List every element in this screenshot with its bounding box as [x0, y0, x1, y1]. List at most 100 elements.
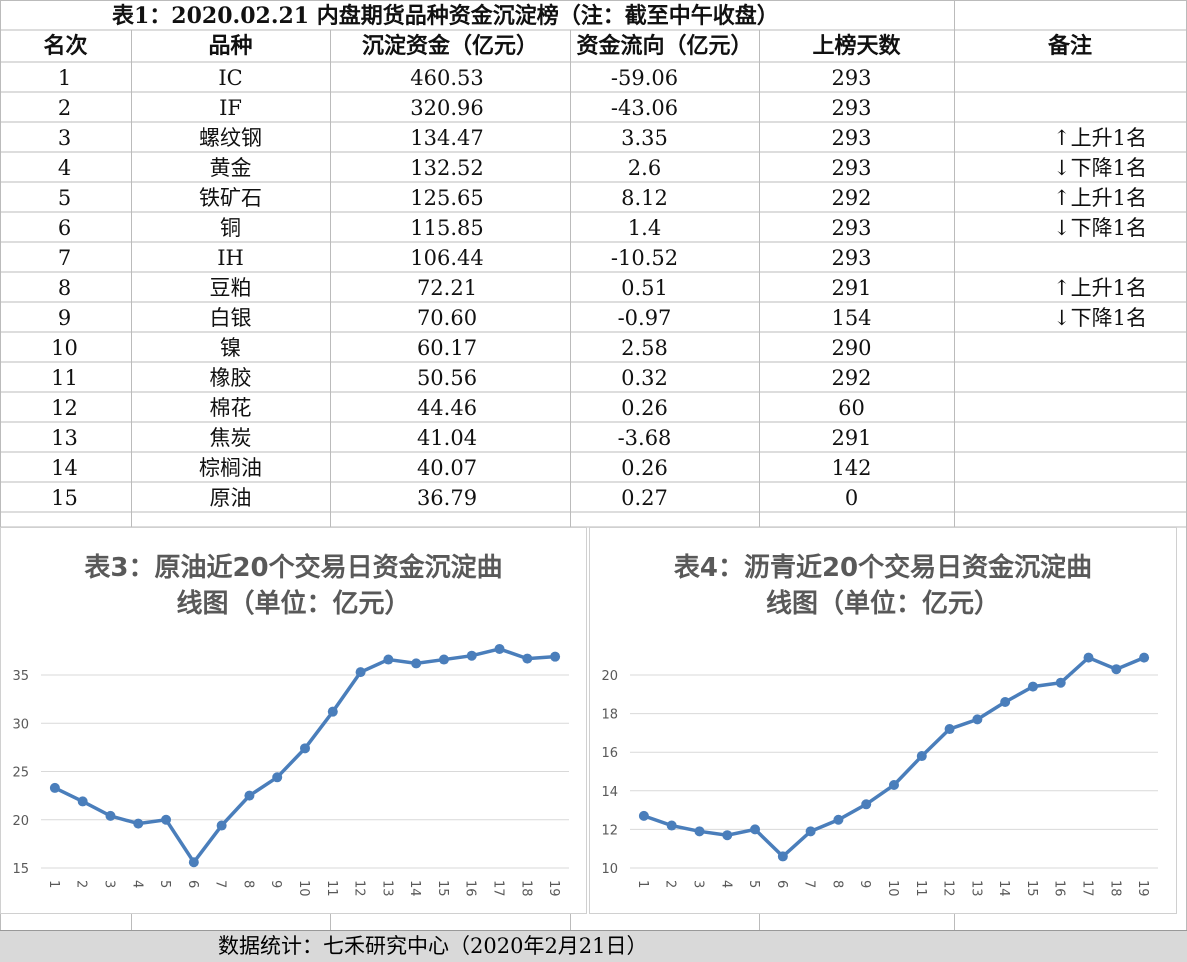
data-point: [133, 818, 144, 829]
table-cell: 0.51: [621, 276, 668, 300]
table-cell: 293: [831, 156, 872, 180]
x-tick-label: 16: [463, 880, 478, 897]
chart-title: 表4：沥青近20个交易日资金沉淀曲 线图（单位：亿元）: [590, 550, 1176, 622]
table-cell: 4: [57, 156, 72, 180]
y-tick-label: 18: [601, 708, 618, 723]
table-cell: 60.17: [416, 336, 478, 360]
chart-title: 表3：原油近20个交易日资金沉淀曲 线图（单位：亿元）: [1, 550, 586, 622]
table-cell: 292: [831, 366, 872, 390]
column-header: 资金流向（亿元）: [576, 33, 753, 59]
table-cell: -43.06: [610, 96, 679, 120]
x-tick-label: 18: [1107, 880, 1122, 897]
table-cell: 134.47: [410, 126, 484, 150]
y-tick-label: 15: [12, 862, 29, 877]
table-cell: 15: [51, 486, 78, 510]
chart-box: 表4：沥青近20个交易日资金沉淀曲 线图（单位：亿元） 10 12 14 16 18 20 1 2…: [589, 527, 1177, 914]
x-tick-label: 17: [1080, 880, 1095, 897]
table-cell: IH: [217, 246, 244, 270]
table-cell: 棉花: [209, 396, 252, 420]
table-cell: 292: [831, 186, 872, 210]
data-point: [550, 651, 561, 662]
data-point: [105, 810, 116, 821]
data-point: [216, 820, 227, 831]
table-cell: 106.44: [410, 246, 484, 270]
data-point: [777, 851, 788, 862]
data-point: [833, 814, 844, 825]
table-cell: 40.07: [416, 456, 478, 480]
data-point: [494, 643, 505, 654]
y-tick-label: 14: [601, 785, 618, 800]
table-cell: 125.65: [410, 186, 484, 210]
x-tick-label: 13: [379, 880, 394, 897]
table-cell: 8.12: [621, 186, 668, 210]
table-cell: 10: [51, 336, 78, 360]
table-cell: 0.32: [621, 366, 668, 390]
table-cell: 290: [831, 336, 872, 360]
table-cell: -10.52: [610, 246, 679, 270]
table-cell: 36.79: [416, 486, 478, 510]
data-point: [411, 658, 422, 669]
table-cell: 铁矿石: [199, 186, 262, 210]
data-point: [916, 751, 927, 762]
data-point: [666, 820, 677, 831]
x-tick-label: 2: [663, 880, 678, 888]
y-tick-label: 20: [12, 814, 29, 829]
data-point: [300, 743, 310, 754]
x-tick-label: 1: [46, 880, 61, 888]
column-header: 备注: [1047, 33, 1092, 59]
data-point: [1000, 697, 1011, 708]
table-cell: 镍: [220, 336, 241, 360]
chart-title-line: 线图（单位：亿元）: [765, 589, 1000, 619]
chart-title-line: 表4：沥青近20个交易日资金沉淀曲: [673, 553, 1093, 583]
column-header: 名次: [43, 33, 88, 59]
table-cell: 9: [57, 306, 72, 330]
footer-text: 数据统计：七禾研究中心（2020年2月21日）: [218, 934, 648, 958]
table-title: 表1：2020.02.21 内盘期货品种资金沉淀榜（注：截至中午收盘）: [112, 3, 779, 29]
table-cell: 3: [57, 126, 72, 150]
data-point: [466, 650, 477, 661]
table-cell: 5: [57, 186, 72, 210]
table-cell: ↑上升1名: [1053, 276, 1147, 300]
data-point: [49, 782, 60, 793]
table-cell: 焦炭: [209, 426, 252, 450]
y-tick-label: 25: [12, 766, 29, 781]
data-point: [355, 667, 366, 678]
x-tick-label: 19: [1135, 880, 1150, 897]
x-tick-label: 12: [352, 880, 367, 897]
data-point: [638, 810, 649, 821]
table-cell: 293: [831, 66, 872, 90]
table-cell: -0.97: [617, 306, 672, 330]
x-tick-label: 7: [213, 880, 228, 888]
chart-title-line: 线图（单位：亿元）: [176, 589, 411, 619]
table-cell: 原油: [209, 486, 252, 510]
table-cell: 72.21: [416, 276, 478, 300]
y-tick-label: 16: [601, 746, 618, 761]
table-cell: ↓下降1名: [1053, 156, 1147, 180]
data-point: [805, 826, 816, 837]
data-point: [861, 799, 872, 810]
x-tick-label: 4: [129, 880, 144, 888]
data-point: [327, 706, 338, 717]
table-cell: 293: [831, 96, 872, 120]
table-cell: 291: [831, 276, 872, 300]
x-tick-label: 6: [185, 880, 200, 888]
x-tick-label: 10: [885, 880, 900, 897]
x-tick-label: 12: [941, 880, 956, 897]
table-cell: 黄金: [209, 156, 252, 180]
table-cell: 320.96: [410, 96, 484, 120]
table-cell: 44.46: [416, 396, 478, 420]
table-cell: 142: [831, 456, 872, 480]
x-tick-label: 17: [491, 880, 506, 897]
x-tick-label: 11: [324, 880, 339, 897]
table-cell: 1: [57, 66, 72, 90]
x-tick-label: 14: [996, 880, 1011, 897]
table-cell: 70.60: [416, 306, 478, 330]
table-cell: 293: [831, 126, 872, 150]
chart-box: 表3：原油近20个交易日资金沉淀曲 线图（单位：亿元） 15 20 25 30 35 1 2 3 4…: [0, 527, 587, 914]
x-tick-label: 19: [546, 880, 561, 897]
table-cell: 460.53: [410, 66, 484, 90]
table-cell: -59.06: [610, 66, 679, 90]
table-cell: ↓下降1名: [1053, 306, 1147, 330]
data-point: [1139, 652, 1150, 663]
